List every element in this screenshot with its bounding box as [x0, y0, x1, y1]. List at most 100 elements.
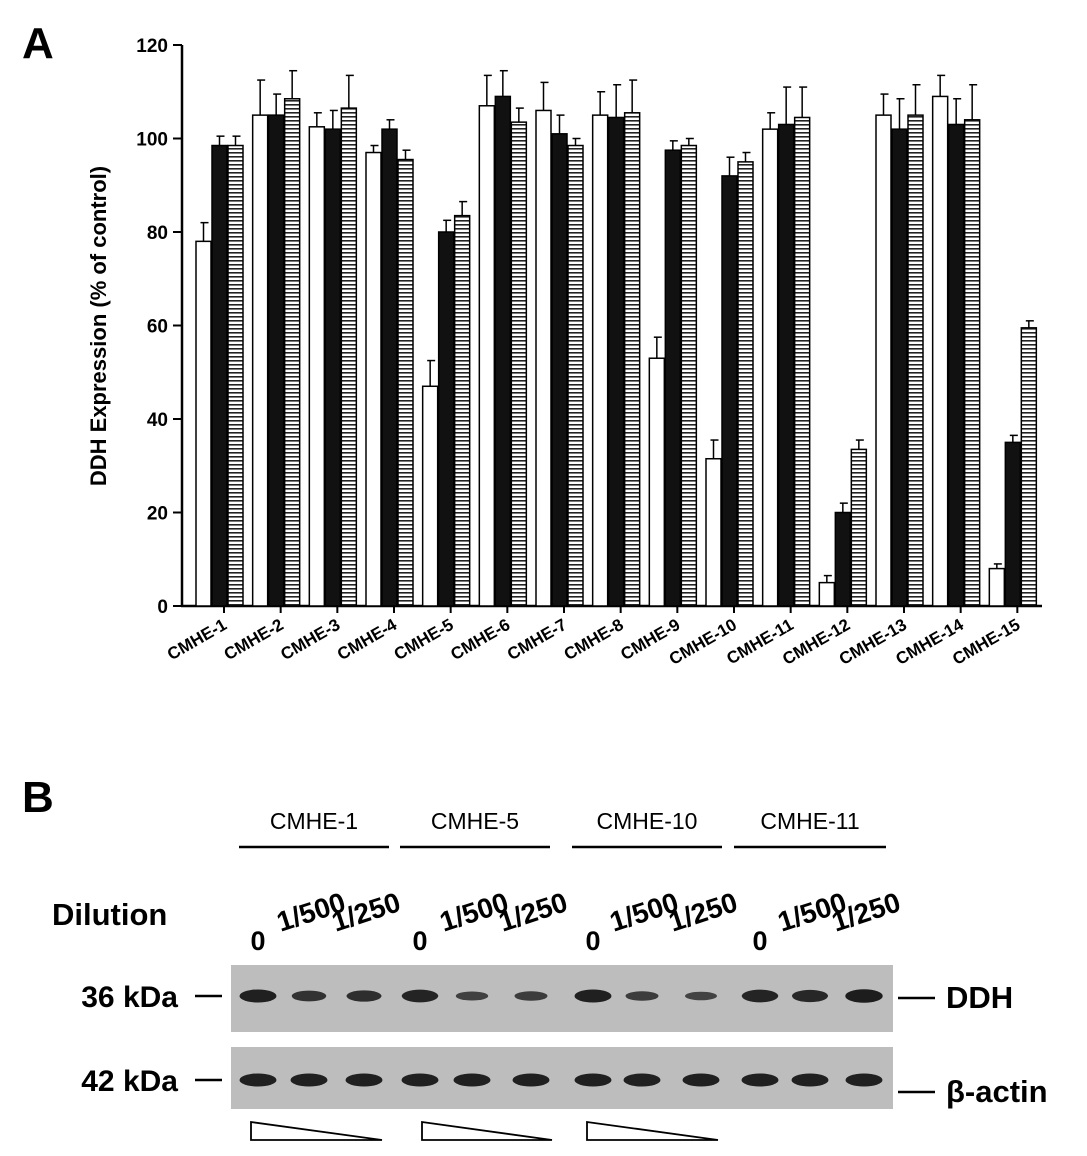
bar	[737, 161, 754, 607]
dilution-wedges	[250, 1120, 719, 1141]
blot-band	[792, 989, 828, 1003]
bar	[721, 175, 738, 607]
bar	[1004, 441, 1022, 607]
lane-label: 1/250	[495, 886, 571, 937]
bar	[793, 116, 811, 607]
x-tick-label: CMHE-2	[221, 615, 287, 664]
blot-band	[741, 1073, 779, 1087]
bar	[1020, 327, 1038, 607]
bar	[324, 128, 342, 607]
lane-label: 0	[752, 926, 767, 956]
blot-group-label: CMHE-1	[270, 808, 358, 834]
blot-band	[685, 991, 717, 1001]
blot-band	[791, 1073, 829, 1087]
bar	[494, 95, 512, 607]
bar	[365, 151, 382, 607]
blot-band	[741, 989, 779, 1003]
bar	[761, 128, 779, 607]
bar	[195, 240, 212, 607]
blot-band	[346, 990, 382, 1002]
blot-band	[682, 1073, 720, 1087]
x-axis: CMHE-1CMHE-2CMHE-3CMHE-4CMHE-5CMHE-6CMHE…	[164, 606, 1023, 669]
bar	[340, 107, 358, 607]
bar	[381, 128, 398, 607]
bar-chart: DDH Expression (% of control) 0 20 40 60 80 1…	[86, 36, 1042, 669]
bar	[623, 112, 641, 607]
bar	[907, 114, 924, 607]
bar	[648, 357, 666, 607]
blot-band	[574, 989, 612, 1003]
bar	[567, 144, 584, 607]
blot-band	[291, 990, 327, 1002]
y-tick-label: 60	[147, 317, 168, 338]
blot-band	[574, 1073, 612, 1087]
bar	[591, 114, 609, 607]
panel-b-label: B	[22, 773, 54, 822]
x-tick-label: CMHE-5	[391, 615, 457, 664]
lane-label: 0	[412, 926, 427, 956]
blot-band	[239, 989, 277, 1003]
bar	[267, 114, 285, 607]
y-tick-label: 40	[147, 410, 168, 431]
band-size-label: 36 kDa	[81, 981, 178, 1014]
lane-labels: 01/5001/25001/5001/25001/5001/25001/5001…	[250, 886, 904, 956]
bar	[227, 144, 244, 607]
lane-label: 0	[585, 926, 600, 956]
blot-band	[455, 991, 489, 1001]
bar	[283, 98, 301, 607]
blot-band	[453, 1073, 491, 1087]
bar	[705, 457, 722, 607]
y-tick-label: 0	[157, 597, 168, 618]
blot-band	[239, 1073, 277, 1087]
blot-band	[625, 991, 659, 1001]
band-labels: 36 kDa DDH 42 kDa β-actin	[81, 980, 1047, 1109]
lane-label: 1/250	[665, 886, 741, 937]
bar	[551, 133, 568, 607]
bar	[535, 109, 552, 607]
y-tick-label: 20	[147, 504, 168, 525]
bar	[211, 144, 228, 607]
blot-band	[401, 989, 439, 1003]
x-tick-label: CMHE-1	[164, 615, 230, 664]
blot-group-label: CMHE-5	[431, 808, 519, 834]
bar	[988, 567, 1006, 607]
dilution-wedge	[421, 1120, 553, 1141]
x-tick-label: CMHE-4	[334, 615, 400, 664]
blot-band	[845, 989, 883, 1003]
blot-group-headers: CMHE-1 CMHE-5 CMHE-10 CMHE-11	[239, 808, 886, 849]
band-rows	[239, 989, 883, 1087]
band-name-label: β-actin	[946, 1074, 1048, 1109]
ddh-blot-strip	[231, 965, 893, 1032]
dilution-wedge	[586, 1120, 719, 1141]
x-tick-label: CMHE-6	[447, 615, 513, 664]
blot-group-label: CMHE-11	[760, 808, 859, 834]
bar	[963, 119, 981, 607]
bar	[607, 116, 625, 607]
lane-label: 0	[250, 926, 265, 956]
dilution-wedge	[250, 1120, 383, 1141]
actin-blot-strip	[231, 1047, 893, 1109]
blot-band	[512, 1073, 550, 1087]
bar	[947, 123, 965, 607]
bar	[834, 511, 852, 607]
bar	[251, 114, 269, 607]
bar-series-group	[195, 69, 1038, 607]
bar	[818, 581, 836, 607]
y-tick-label: 100	[136, 130, 168, 151]
bar	[308, 126, 326, 607]
bar	[397, 158, 414, 607]
bar	[850, 448, 868, 607]
band-name-label: DDH	[946, 980, 1013, 1015]
bar	[478, 105, 496, 607]
x-tick-label: CMHE-8	[561, 615, 627, 664]
blot-band	[845, 1073, 883, 1087]
bar	[777, 123, 795, 607]
y-axis-label: DDH Expression (% of control)	[86, 166, 111, 486]
bar	[931, 95, 949, 607]
blot-band	[623, 1073, 661, 1087]
bar	[437, 231, 455, 607]
panel-a-label: A	[22, 19, 54, 68]
bar	[421, 385, 439, 607]
bar	[510, 121, 528, 607]
